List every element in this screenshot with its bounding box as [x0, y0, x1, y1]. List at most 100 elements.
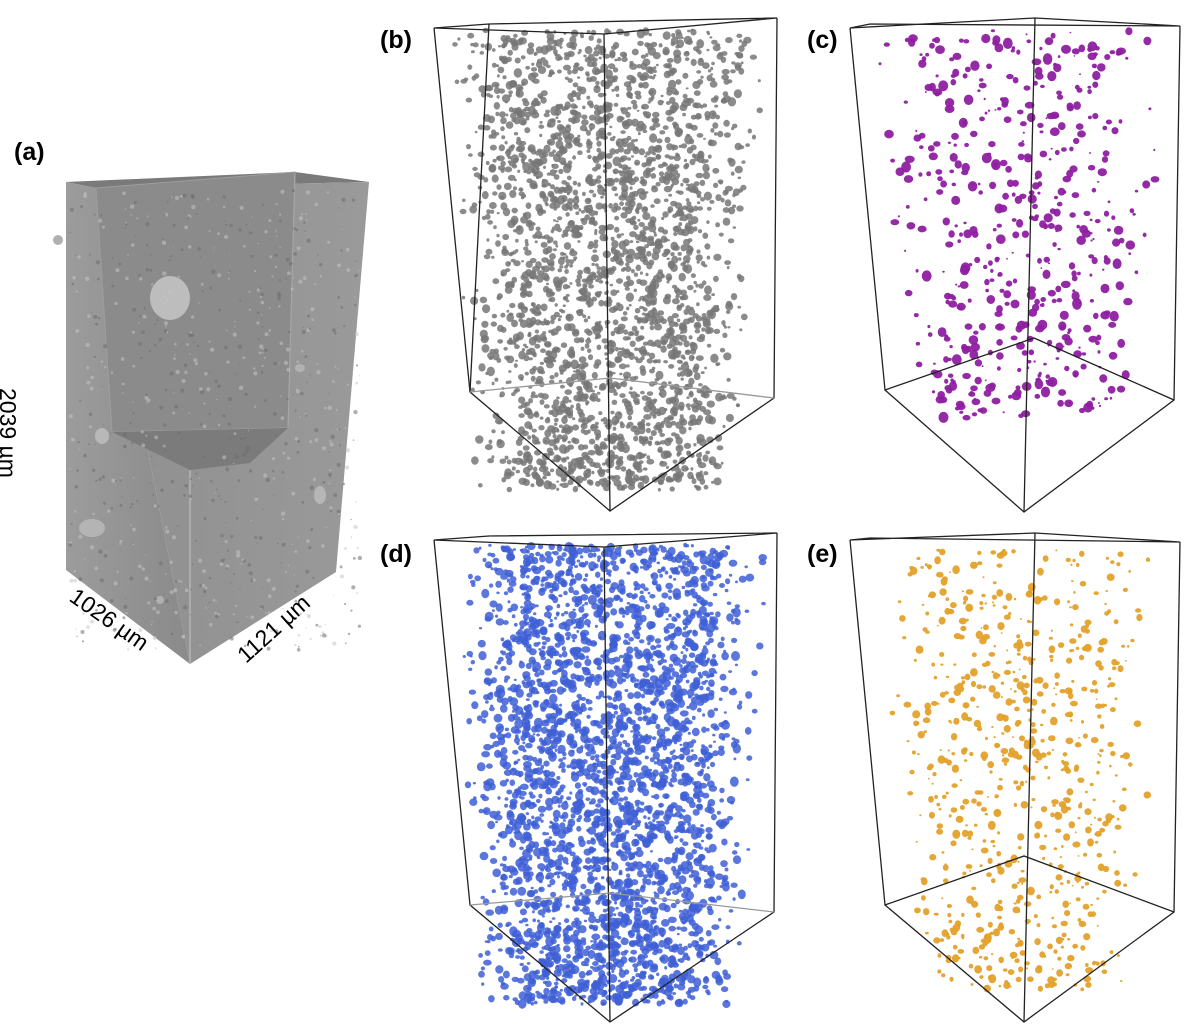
particle [548, 355, 552, 360]
texture-grain [208, 576, 212, 580]
particle [1142, 180, 1151, 189]
texture-grain [152, 636, 157, 641]
texture-grain [164, 449, 167, 452]
particle [1064, 399, 1074, 408]
texture-grain [122, 616, 126, 620]
particle [565, 299, 570, 303]
texture-grain [127, 254, 129, 256]
particle [576, 309, 583, 317]
particle [1042, 269, 1051, 279]
particle [670, 41, 675, 47]
particle [564, 265, 568, 269]
particle [716, 445, 724, 451]
texture-grain [158, 561, 163, 566]
particle [936, 189, 944, 195]
particle [543, 275, 550, 282]
texture-grain [164, 325, 167, 328]
particle [535, 203, 543, 213]
particle [561, 416, 568, 425]
texture-grain [346, 268, 351, 272]
particle [564, 918, 570, 924]
texture-grain [303, 221, 306, 224]
particle [725, 925, 731, 930]
texture-grain [274, 253, 278, 257]
particle [573, 105, 578, 109]
panel-b-particle-cloud [452, 27, 763, 493]
particle [627, 415, 632, 421]
particle [703, 294, 712, 301]
particle [649, 133, 658, 143]
particle [682, 93, 688, 99]
texture-grain [312, 477, 317, 482]
particle [454, 79, 460, 85]
particle [574, 565, 579, 568]
particle [1003, 290, 1012, 299]
particle [562, 304, 566, 308]
particle [499, 458, 507, 464]
texture-grain [291, 491, 296, 496]
particle [737, 176, 742, 180]
texture-grain [277, 296, 281, 301]
texture-grain [338, 428, 341, 431]
particle [662, 211, 669, 218]
particle [532, 910, 535, 914]
particle [593, 85, 601, 94]
particle [519, 783, 529, 790]
particle [695, 283, 699, 288]
texture-grain [118, 262, 122, 266]
particle [644, 822, 648, 826]
particle [497, 796, 501, 800]
particle [599, 382, 607, 390]
particle [949, 57, 955, 62]
particle [1043, 362, 1047, 366]
particle [651, 880, 656, 886]
texture-grain [358, 374, 361, 377]
particle [564, 135, 573, 145]
particle [1098, 404, 1102, 408]
particle [466, 144, 471, 150]
texture-grain [272, 494, 275, 496]
texture-grain [313, 283, 317, 286]
particle [1050, 32, 1056, 39]
particle [662, 51, 666, 54]
particle [623, 796, 629, 801]
texture-grain [266, 646, 271, 651]
particle [927, 332, 933, 337]
texture-grain [306, 614, 311, 619]
particle [543, 404, 550, 409]
particle [499, 195, 505, 199]
particle [970, 130, 978, 138]
texture-grain [278, 279, 281, 282]
particle [541, 915, 545, 918]
particle [683, 309, 689, 315]
particle [937, 327, 947, 337]
texture-grain [247, 429, 250, 432]
texture-grain [234, 455, 239, 459]
particle [569, 36, 577, 44]
particle [725, 310, 731, 314]
texture-grain [294, 643, 297, 647]
texture-grain [280, 511, 286, 516]
particle [482, 304, 491, 314]
particle [675, 29, 682, 35]
particle [587, 449, 596, 456]
particle [567, 220, 575, 229]
texture-grain [149, 482, 152, 485]
particle [1105, 119, 1112, 125]
texture-grain [187, 245, 192, 249]
texture-grain [220, 558, 225, 563]
texture-grain [247, 562, 251, 567]
texture-grain [226, 329, 228, 332]
particle [878, 62, 882, 66]
particle [518, 86, 524, 91]
particle [977, 182, 981, 186]
particle [689, 414, 696, 422]
particle [1055, 357, 1060, 360]
particle [700, 197, 705, 202]
particle [1004, 301, 1010, 306]
particle [897, 215, 901, 218]
particle [561, 147, 568, 154]
particle [567, 78, 573, 83]
particle [1032, 203, 1038, 210]
particle [513, 33, 518, 38]
